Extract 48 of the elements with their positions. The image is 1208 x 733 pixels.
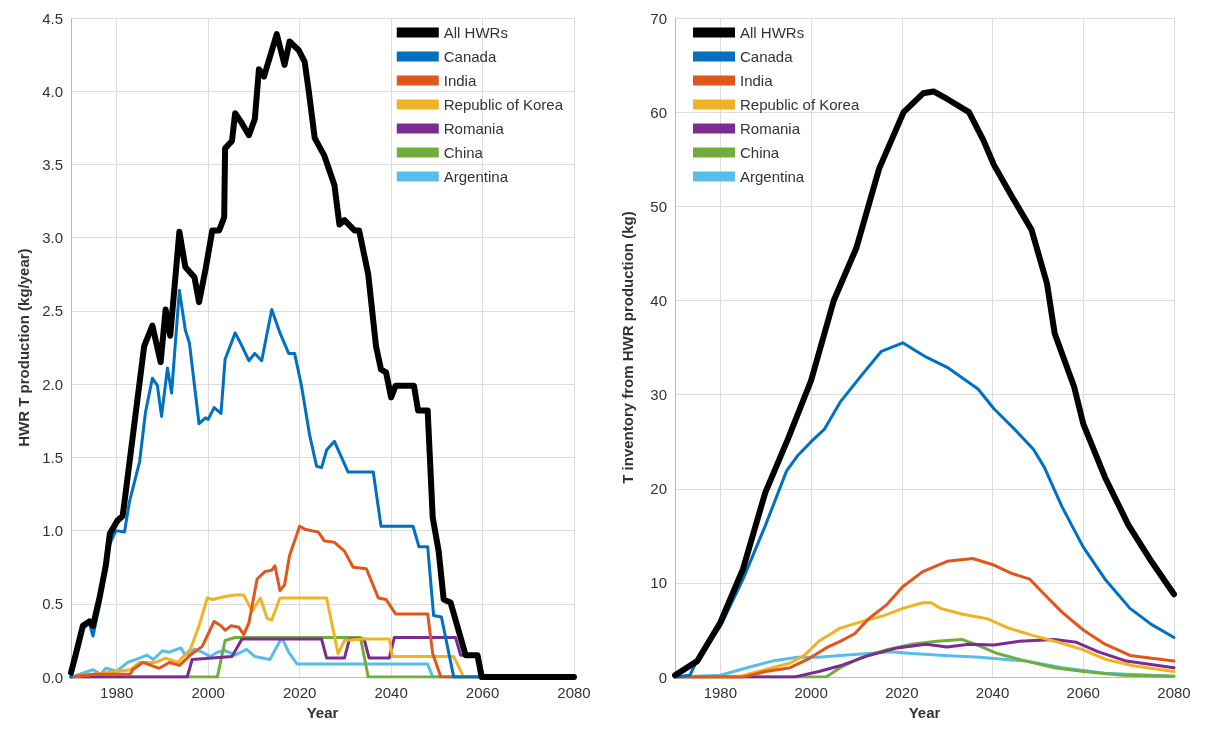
y-tick-label: 40	[650, 291, 667, 309]
y-tick-label: 30	[650, 386, 667, 404]
legend-label: India	[740, 72, 774, 89]
legend-label: Canada	[740, 48, 794, 65]
y-tick-label: 1.5	[42, 448, 63, 466]
legend-label: Argentina	[443, 168, 509, 185]
y-tick-label: 50	[650, 197, 667, 215]
legend-label: Republic of Korea	[740, 96, 860, 113]
legend-label: India	[443, 72, 477, 89]
legend-label: Argentina	[740, 168, 805, 185]
legend-label: China	[443, 144, 484, 161]
y-tick-label: 0.5	[42, 595, 63, 613]
y-tick-label: 1.0	[42, 522, 63, 540]
y-tick-label: 70	[650, 9, 667, 27]
legend-label: Canada	[443, 48, 497, 65]
y-tick-label: 20	[650, 480, 667, 498]
y-tick-label: 10	[650, 574, 667, 592]
legend-label: All HWRs	[740, 24, 805, 41]
y-axis-title: HWR T production (kg/year)	[15, 248, 32, 447]
x-tick-label: 2040	[975, 684, 1010, 702]
legend-label: Romania	[443, 120, 505, 137]
x-tick-label: 2000	[794, 684, 828, 702]
y-tick-label: 60	[650, 103, 667, 121]
y-tick-label: 4.5	[42, 9, 63, 27]
y-tick-label: 2.0	[42, 375, 63, 393]
y-tick-label: 3.5	[42, 155, 63, 173]
x-tick-label: 2020	[885, 684, 919, 702]
x-tick-label: 2080	[557, 684, 591, 702]
y-tick-label: 2.5	[42, 302, 63, 320]
y-axis-title: T inventory from HWR production (kg)	[619, 211, 636, 484]
y-tick-label: 0	[658, 668, 667, 686]
x-tick-label: 2060	[465, 684, 500, 702]
x-axis-title: Year	[908, 704, 941, 721]
x-tick-label: 2060	[1066, 684, 1100, 702]
x-tick-label: 1980	[703, 684, 738, 702]
x-tick-label: 2040	[374, 684, 408, 702]
x-tick-label: 2080	[1157, 684, 1191, 702]
x-axis-title: Year	[306, 704, 339, 721]
legend-label: Republic of Korea	[443, 96, 564, 113]
x-tick-label: 1980	[100, 684, 134, 702]
legend-label: All HWRs	[443, 24, 508, 41]
legend-label: Romania	[740, 120, 801, 137]
y-tick-label: 3.0	[42, 229, 63, 247]
y-tick-label: 0.0	[42, 668, 63, 686]
legend-label: China	[740, 144, 780, 161]
y-tick-label: 4.0	[42, 82, 63, 100]
x-tick-label: 2000	[191, 684, 225, 702]
x-tick-label: 2020	[282, 684, 317, 702]
